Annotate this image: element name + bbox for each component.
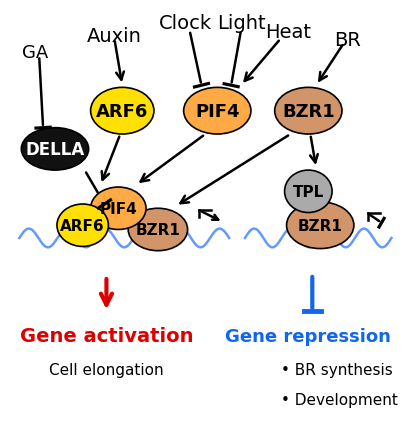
Ellipse shape: [91, 187, 146, 230]
Ellipse shape: [57, 204, 108, 247]
Ellipse shape: [275, 88, 342, 135]
Text: Cell elongation: Cell elongation: [49, 362, 164, 377]
Text: ARF6: ARF6: [96, 102, 148, 121]
Ellipse shape: [184, 88, 251, 135]
Text: DELLA: DELLA: [25, 141, 84, 158]
Text: BZR1: BZR1: [282, 102, 335, 121]
Ellipse shape: [128, 209, 188, 251]
Text: Gene activation: Gene activation: [20, 326, 193, 345]
Text: GA: GA: [22, 44, 48, 62]
Text: BR: BR: [334, 31, 361, 50]
Ellipse shape: [286, 202, 354, 249]
Text: Auxin: Auxin: [87, 27, 142, 46]
Text: PIF4: PIF4: [195, 102, 239, 121]
Text: Light: Light: [217, 14, 265, 33]
Text: • Development: • Development: [281, 392, 397, 407]
Text: Clock: Clock: [159, 14, 212, 33]
Text: ARF6: ARF6: [60, 218, 105, 233]
Text: TPL: TPL: [293, 184, 324, 199]
Ellipse shape: [21, 128, 89, 171]
Text: PIF4: PIF4: [100, 201, 137, 216]
Ellipse shape: [285, 171, 332, 213]
Text: Gene repression: Gene repression: [226, 327, 391, 345]
Text: Heat: Heat: [265, 23, 312, 41]
Text: • BR synthesis: • BR synthesis: [281, 362, 392, 377]
Ellipse shape: [91, 88, 154, 135]
Text: BZR1: BZR1: [136, 222, 180, 237]
Text: BZR1: BZR1: [298, 218, 343, 233]
